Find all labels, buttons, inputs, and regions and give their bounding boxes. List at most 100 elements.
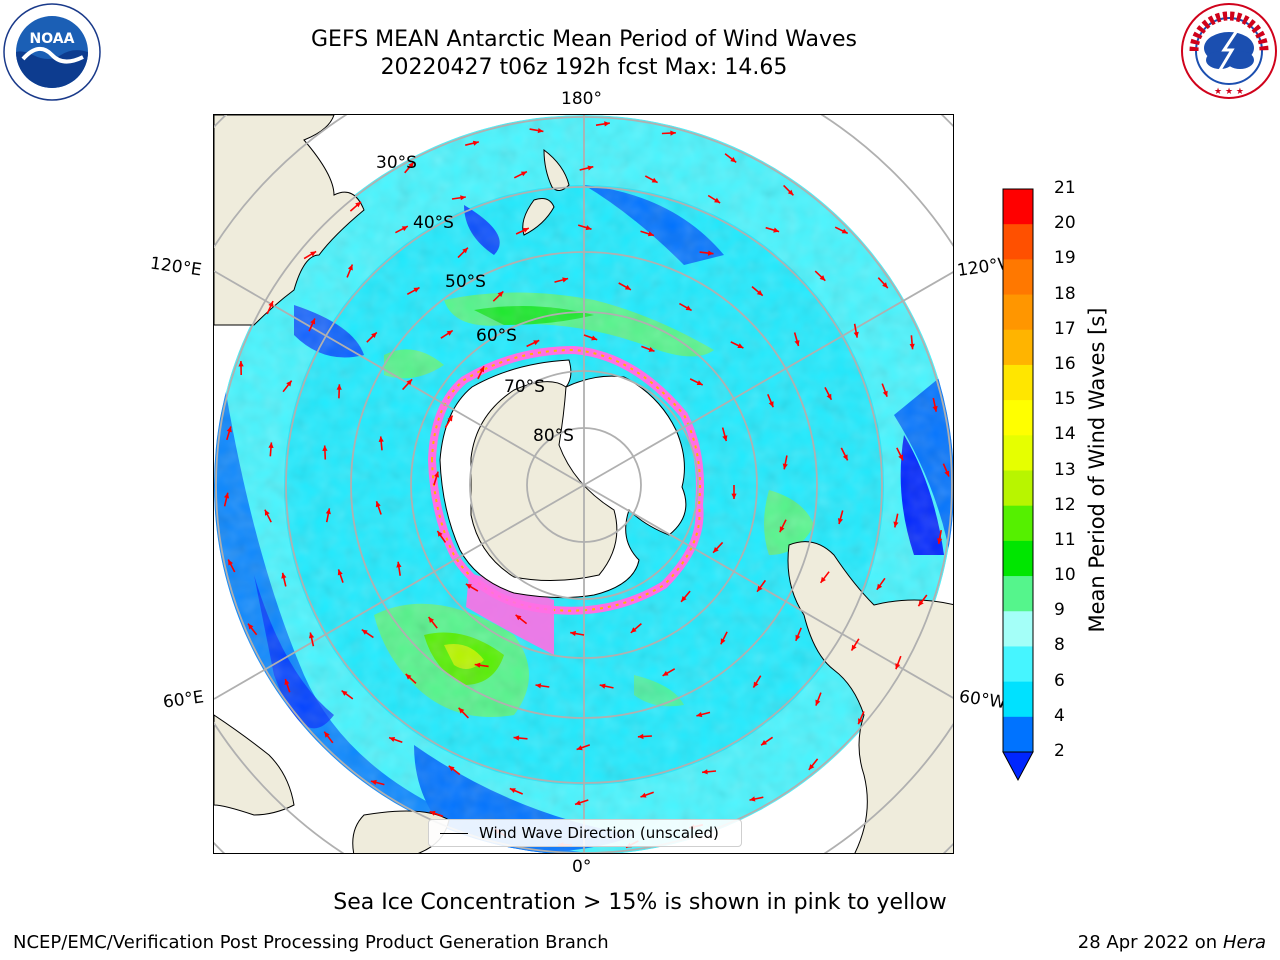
colorbar-tick-label: 14 bbox=[1054, 424, 1076, 445]
wave-arrow-head bbox=[378, 436, 384, 442]
colorbar-tick-label: 21 bbox=[1054, 178, 1076, 198]
colorbar-tick-label: 9 bbox=[1054, 600, 1065, 621]
colorbar-tick-label: 18 bbox=[1054, 283, 1076, 304]
map-legend: Wind Wave Direction (unscaled) bbox=[428, 819, 742, 847]
wave-arrow-head bbox=[681, 596, 687, 602]
wave-arrow-head bbox=[647, 231, 654, 237]
wave-arrow-head bbox=[714, 197, 721, 203]
wave-arrow-head bbox=[408, 162, 414, 168]
lat-label-70s: 70°S bbox=[504, 377, 545, 397]
wave-arrow-head bbox=[773, 227, 780, 233]
colorbar-cell bbox=[1003, 540, 1033, 577]
wave-arrow-head bbox=[737, 343, 744, 348]
wave-arrow-head bbox=[932, 405, 938, 412]
wave-arrow-head bbox=[562, 277, 569, 283]
lon-label-60e: 60°E bbox=[161, 687, 206, 713]
wave-arrow-head bbox=[637, 733, 644, 740]
wave-arrow-head bbox=[731, 493, 737, 499]
nws-logo: ★ ★ ★ bbox=[1180, 2, 1278, 100]
colorbar-cell bbox=[1003, 716, 1033, 753]
wave-arrow-head bbox=[336, 384, 342, 390]
colorbar-tick-label: 6 bbox=[1054, 670, 1065, 691]
colorbar-tick-label: 4 bbox=[1054, 705, 1065, 726]
polar-map-canvas bbox=[214, 115, 953, 853]
wave-arrow-head bbox=[722, 435, 728, 442]
wave-arrow-head bbox=[537, 128, 544, 134]
lat-label-40s: 40°S bbox=[413, 213, 454, 233]
wave-arrow-head bbox=[585, 225, 592, 231]
wave-arrow-head bbox=[707, 250, 714, 256]
colorbar-cell bbox=[1003, 576, 1033, 612]
wave-arrow-head bbox=[458, 707, 465, 714]
wave-arrow-head bbox=[401, 226, 408, 232]
wave-arrow-head bbox=[520, 171, 527, 177]
colorbar-cell bbox=[1003, 400, 1033, 436]
wave-arrow-head bbox=[882, 390, 888, 397]
colorbar-cell bbox=[1003, 259, 1033, 296]
wave-arrow-head bbox=[474, 662, 481, 668]
wave-arrow-head bbox=[479, 366, 484, 373]
wave-arrow-head bbox=[405, 674, 412, 680]
colorbar-cell bbox=[1003, 646, 1033, 683]
wave-arrow-head bbox=[651, 177, 658, 183]
wave-arrow-head bbox=[322, 445, 328, 451]
lon-label-120e: 120°E bbox=[148, 253, 203, 281]
wave-arrow-head bbox=[876, 583, 883, 590]
wave-arrow-head bbox=[337, 569, 343, 576]
wave-arrow-head bbox=[826, 393, 832, 400]
wave-arrow-head bbox=[446, 330, 453, 336]
colorbar-cells bbox=[1002, 189, 1034, 782]
wave-arrow-head bbox=[853, 331, 859, 338]
legend-line-swatch bbox=[440, 833, 468, 834]
wave-arrow-head bbox=[434, 471, 439, 478]
footer-credit: NCEP/EMC/Verification Post Processing Pr… bbox=[13, 932, 609, 953]
wave-arrow-head bbox=[761, 740, 767, 746]
wave-arrow-head bbox=[428, 617, 434, 623]
wave-arrow-head bbox=[918, 600, 924, 607]
colorbar-tick-label: 11 bbox=[1054, 529, 1076, 550]
wave-arrow-head bbox=[815, 699, 821, 706]
wave-arrow-head bbox=[820, 576, 826, 583]
wave-arrow-head bbox=[515, 614, 522, 621]
colorbar-tick-label: 20 bbox=[1054, 213, 1076, 234]
footer-date-text: 28 Apr 2022 on bbox=[1077, 932, 1223, 953]
wave-arrow-head bbox=[685, 305, 692, 311]
wave-arrow-head bbox=[808, 764, 815, 770]
wave-arrow-head bbox=[937, 538, 943, 544]
wave-arrow-head bbox=[309, 632, 315, 639]
wave-arrow-head bbox=[389, 737, 396, 742]
wave-arrow-head bbox=[268, 442, 274, 448]
lat-label-50s: 50°S bbox=[445, 272, 486, 292]
svg-text:★ ★ ★: ★ ★ ★ bbox=[1214, 87, 1244, 97]
wave-arrow-head bbox=[268, 301, 274, 308]
wave-arrow-head bbox=[448, 765, 455, 772]
noaa-logo: NOAA bbox=[3, 3, 101, 101]
colorbar-tick-label: 17 bbox=[1054, 318, 1076, 339]
wave-arrow-head bbox=[413, 287, 420, 293]
wave-arrow-head bbox=[533, 340, 540, 346]
wave-arrow-head bbox=[370, 779, 377, 785]
wave-arrow-head bbox=[429, 810, 436, 816]
chart-title: GEFS MEAN Antarctic Mean Period of Wind … bbox=[311, 27, 857, 52]
sea-ice-note: Sea Ice Concentration > 15% is shown in … bbox=[333, 890, 947, 915]
wave-arrow-head bbox=[375, 501, 381, 508]
colorbar-cell bbox=[1003, 189, 1033, 225]
legend-label: Wind Wave Direction (unscaled) bbox=[479, 824, 719, 842]
wave-arrow-head bbox=[895, 663, 901, 670]
colorbar-cell bbox=[1003, 294, 1033, 331]
wave-arrow-head bbox=[437, 530, 443, 537]
colorbar-tick-label: 19 bbox=[1054, 248, 1076, 269]
lon-label-0: 0° bbox=[572, 857, 592, 877]
wave-arrow-head bbox=[406, 379, 413, 385]
lat-label-30s: 30°S bbox=[376, 153, 417, 173]
colorbar-tick-label: 13 bbox=[1054, 459, 1076, 480]
wave-arrow-head bbox=[782, 463, 788, 470]
wave-arrow-head bbox=[355, 201, 361, 208]
colorbar-cell bbox=[1003, 224, 1033, 260]
wave-arrow-head bbox=[575, 800, 581, 806]
wave-arrow-head bbox=[347, 264, 353, 271]
wave-arrow-head bbox=[535, 683, 542, 689]
wave-arrow-head bbox=[325, 508, 331, 515]
colorbar-tick-label: 15 bbox=[1054, 389, 1076, 410]
colorbar-cell bbox=[1003, 470, 1033, 507]
